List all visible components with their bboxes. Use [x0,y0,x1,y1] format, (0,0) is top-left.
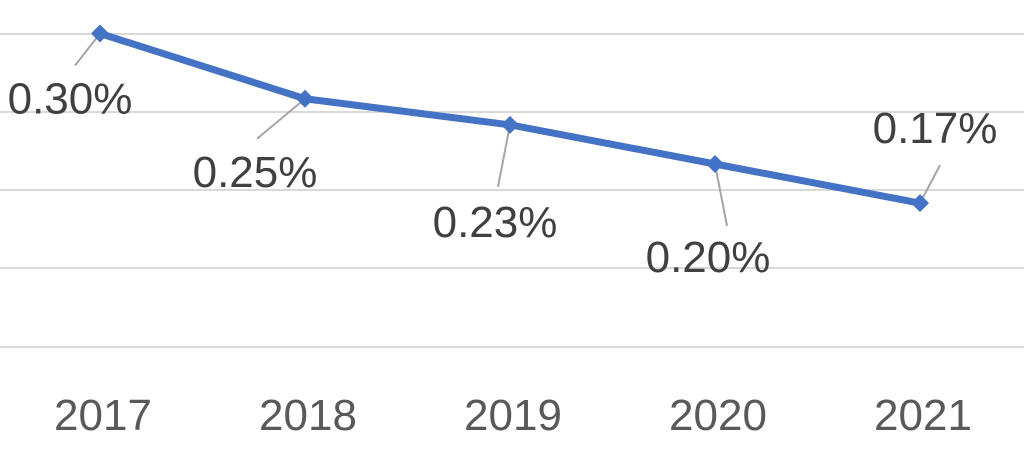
data-point-marker [501,115,519,134]
x-tick-label: 2017 [54,391,152,440]
data-point-marker [91,24,109,43]
data-label: 0.23% [433,198,558,247]
data-point-marker [911,194,929,213]
label-leader-lines [74,32,941,227]
x-tick-label: 2020 [669,391,767,440]
x-tick-label: 2018 [259,391,357,440]
data-markers [91,24,929,213]
data-labels: 0.30% 0.25% 0.23% 0.20% 0.17% [8,75,998,283]
data-point-marker [296,89,314,108]
label-leader-line [256,97,306,140]
x-axis-tick-labels: 2017 2018 2019 2020 2021 [54,391,972,440]
data-label: 0.25% [193,148,318,197]
data-point-marker [706,155,724,173]
label-leader-line [714,163,728,227]
label-leader-line [497,124,511,188]
x-tick-label: 2021 [874,391,972,440]
gridlines [0,33,1024,348]
data-label: 0.30% [8,75,133,124]
x-tick-label: 2019 [464,391,562,440]
label-leader-line [919,164,941,204]
data-label: 0.20% [646,233,771,282]
label-leader-line [74,32,101,67]
data-label: 0.17% [873,104,998,153]
